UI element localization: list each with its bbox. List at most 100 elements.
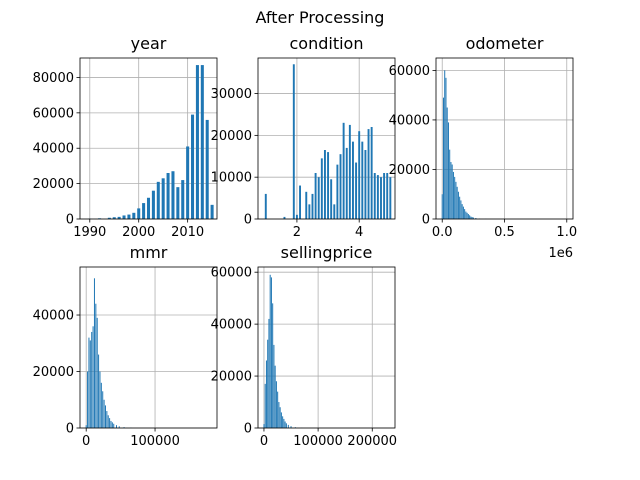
- odometer-y-tick-label-2: 40000: [389, 113, 430, 128]
- sellingprice-title: sellingprice: [281, 243, 373, 262]
- year-bar-23: [210, 204, 214, 219]
- sellingprice-bar-11: [277, 391, 279, 428]
- odometer-bar-16: [461, 204, 463, 219]
- year-histogram: 0 20000 40000 60000 80000 1990 2000 2010 year: [33, 34, 218, 240]
- odometer-bar-26: [475, 218, 477, 219]
- odometer-bar-21: [467, 214, 469, 219]
- year-bar-5: [122, 215, 126, 219]
- mmr-bar-18: [110, 420, 112, 428]
- year-bar-16: [176, 187, 180, 219]
- mmr-axes-frame: [79, 266, 218, 429]
- odometer-bar-24: [471, 217, 473, 219]
- sellingprice-bar-3: [267, 339, 269, 428]
- odometer-x-tick-label-1: 0.5: [494, 225, 515, 240]
- mmr-y-tick-label-2: 40000: [33, 309, 74, 324]
- mmr-bar-4: [91, 331, 93, 428]
- year-bar-11: [151, 190, 155, 219]
- condition-histogram: 0 10000 20000 30000 2 4 condition: [211, 34, 396, 240]
- odometer-bar-18: [464, 209, 466, 219]
- mmr-y-tick-label-1: 20000: [33, 365, 74, 380]
- condition-bar-16: [339, 154, 342, 219]
- odometer-bar-4: [446, 107, 448, 219]
- condition-bar-20: [352, 141, 354, 219]
- mmr-bar-10: [99, 371, 101, 428]
- odometer-histogram: 0 20000 40000 60000 0.0 0.5 1.0 1e6 odometer: [389, 34, 577, 261]
- mmr-bar-9: [98, 354, 100, 428]
- condition-y-tick-label-1: 10000: [211, 171, 252, 186]
- sellingprice-axes-frame: [257, 266, 396, 429]
- sellingprice-bar-9: [274, 365, 276, 428]
- sellingprice-x-tick-label-1: 100000: [293, 434, 343, 449]
- sellingprice-histogram: 0 20000 40000 60000 0 100000 200000 sellingpric…: [211, 243, 397, 449]
- condition-bar-21: [355, 162, 358, 219]
- odometer-bar-20: [466, 212, 468, 219]
- year-bar-2: [107, 217, 111, 219]
- year-bar-7: [132, 212, 136, 219]
- year-bar-14: [166, 173, 170, 219]
- condition-bar-30: [383, 173, 386, 219]
- odometer-bar-13: [457, 191, 459, 219]
- condition-bar-9: [317, 177, 320, 219]
- sellingprice-bar-16: [283, 418, 285, 428]
- mmr-bar-11: [100, 382, 102, 428]
- condition-y-tick-label-2: 20000: [211, 129, 252, 144]
- year-bar-15: [171, 171, 175, 219]
- condition-bar-24: [364, 150, 367, 219]
- year-plot-area: [80, 58, 217, 219]
- condition-bar-7: [311, 193, 314, 219]
- mmr-bar-7: [95, 303, 97, 428]
- condition-bar-11: [323, 150, 326, 219]
- mmr-bar-14: [104, 405, 106, 428]
- odometer-bar-12: [456, 186, 458, 219]
- odometer-bar-3: [445, 77, 447, 219]
- condition-bar-23: [361, 141, 364, 219]
- odometer-bar-10: [454, 176, 456, 219]
- year-bar-3: [112, 217, 116, 219]
- mmr-bar-16: [107, 415, 109, 428]
- mmr-y-tick-label-0: 0: [66, 422, 74, 437]
- year-bar-22: [205, 119, 209, 219]
- year-x-tick-label-1: 2000: [122, 225, 155, 240]
- mmr-bar-23: [123, 427, 125, 428]
- mmr-bar-19: [111, 422, 113, 428]
- mmr-bar-0: [85, 425, 87, 428]
- year-bar-21: [200, 65, 204, 219]
- mmr-bar-3: [89, 340, 91, 428]
- year-axes-frame: [79, 57, 218, 220]
- odometer-bar-14: [459, 196, 461, 219]
- sellingprice-bar-1: [264, 383, 266, 428]
- mmr-x-tick-label-1: 100000: [130, 434, 180, 449]
- mmr-bar-15: [106, 411, 108, 428]
- odometer-bar-11: [455, 181, 457, 219]
- sellingprice-bar-5: [269, 274, 271, 428]
- sellingprice-bar-10: [275, 381, 277, 428]
- year-bar-8: [137, 208, 141, 219]
- year-bar-19: [191, 114, 195, 219]
- odometer-bar-19: [465, 211, 467, 219]
- condition-bar-13: [330, 179, 333, 219]
- condition-bar-6: [308, 204, 311, 219]
- sellingprice-bar-20: [290, 426, 292, 428]
- condition-bar-32: [389, 177, 392, 219]
- sellingprice-y-tick-label-0: 0: [244, 422, 252, 437]
- condition-bar-10: [320, 158, 323, 219]
- condition-bar-22: [358, 131, 361, 219]
- condition-bar-1: [283, 216, 286, 219]
- odometer-y-tick-label-0: 0: [422, 213, 430, 228]
- odometer-bar-6: [449, 149, 451, 219]
- odometer-bar-5: [447, 122, 449, 219]
- odometer-bar-25: [472, 217, 474, 219]
- odometer-title: odometer: [466, 34, 544, 53]
- odometer-y-tick-label-1: 20000: [389, 163, 430, 178]
- mmr-bar-1: [87, 371, 89, 428]
- mmr-bar-17: [109, 418, 111, 428]
- year-title: year: [131, 34, 167, 53]
- year-bar-12: [156, 181, 160, 219]
- year-bar-4: [117, 216, 121, 219]
- sellingprice-y-tick-label-2: 40000: [211, 318, 252, 333]
- odometer-bar-8: [451, 164, 453, 219]
- sellingprice-bar-2: [265, 360, 267, 428]
- odometer-bar-2: [444, 70, 446, 219]
- condition-x-tick-label-1: 4: [355, 225, 363, 240]
